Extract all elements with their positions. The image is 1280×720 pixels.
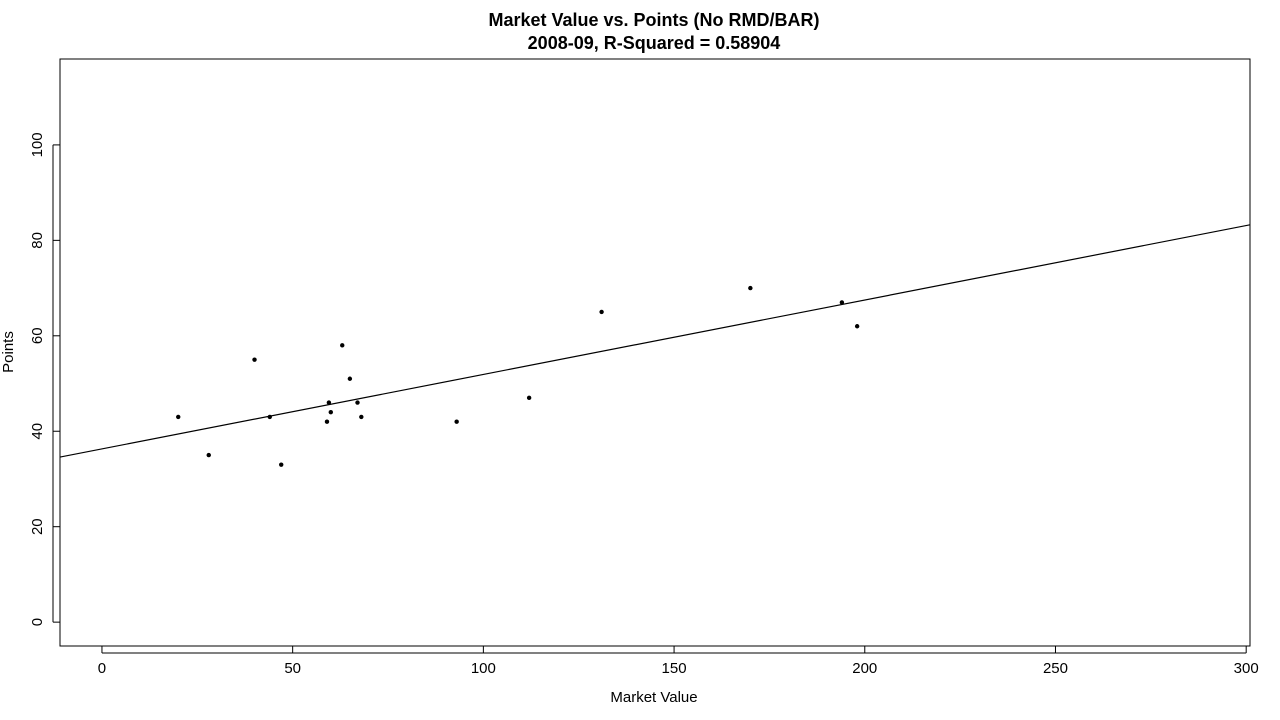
data-point [599,309,604,315]
data-point [206,452,211,458]
data-point [839,300,845,305]
x-tick-label: 50 [284,660,301,677]
plot-area-border [59,58,1251,647]
data-point [326,400,332,405]
data-point [359,414,364,420]
x-tick-label: 0 [98,660,106,677]
y-tick-label: 80 [29,232,46,249]
data-point [279,462,284,467]
data-point [347,376,353,381]
data-point [854,324,860,329]
y-tick-label: 100 [29,132,46,157]
x-tick-label: 250 [1043,660,1068,677]
data-point [748,285,753,291]
chart-subtitle: 2008-09, R-Squared = 0.58904 [528,33,781,53]
y-tick-label: 20 [29,518,46,535]
x-tick-label: 150 [662,660,687,677]
data-point [526,395,532,401]
y-tick-label: 60 [29,327,46,344]
x-axis-label: Market Value [610,689,697,706]
y-axis: 0 20 40 60 80 100 [29,132,60,626]
data-point [454,419,459,424]
x-tick-label: 300 [1234,660,1259,677]
chart-title: Market Value vs. Points (No RMD/BAR) [488,10,819,30]
data-point [176,414,181,420]
y-axis-label: Points [0,331,17,373]
data-point [324,419,330,424]
data-point [252,357,257,362]
y-tick-label: 40 [29,423,46,440]
data-point [267,414,272,420]
data-point [340,343,345,348]
regression-line [60,224,1250,458]
data-point [328,409,334,415]
data-point [355,400,360,405]
x-tick-label: 200 [852,660,877,677]
y-tick-label: 0 [29,618,46,626]
plot-marks [60,224,1250,467]
x-tick-label: 100 [471,660,496,677]
x-axis: 0 50 100 150 200 250 300 [98,646,1259,677]
